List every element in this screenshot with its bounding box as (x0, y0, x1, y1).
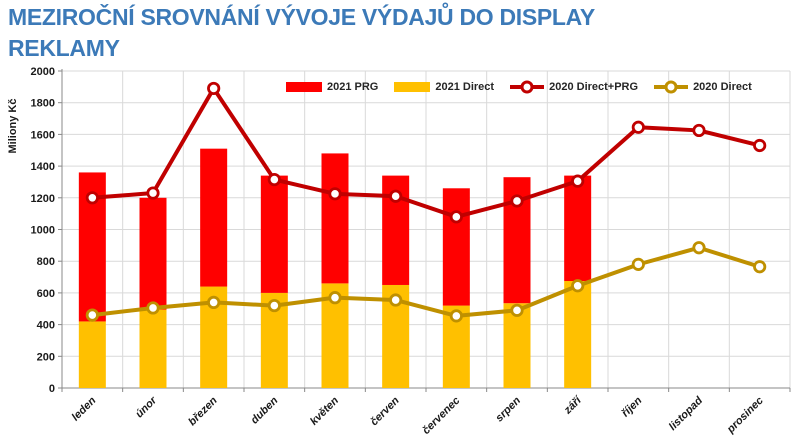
y-tick-label: 1000 (31, 225, 55, 237)
marker-2020-direct-prg-květen (328, 187, 342, 201)
bar-2021-prg-červenec (442, 188, 470, 306)
marker-2020-direct-prosinec (753, 260, 767, 274)
title-line-2: REKLAMY (8, 35, 120, 61)
legend-label-2020-direct: 2020 Direct (693, 81, 752, 93)
legend-item-2020-direct: 2020 Direct (654, 80, 752, 94)
x-tick-label-září: září (561, 393, 585, 417)
x-tick-label-březen: březen (186, 394, 220, 428)
y-tick-label: 800 (37, 256, 55, 268)
x-tick-label-červen: červen (368, 394, 402, 428)
y-tick-label: 0 (49, 383, 55, 395)
y-tick-label: 1600 (31, 129, 55, 141)
x-tick-label-duben: duben (249, 394, 281, 426)
legend-item-2021-prg: 2021 PRG (286, 81, 378, 93)
x-tick-label-srpen: srpen (493, 394, 523, 424)
marker-2020-direct-prg-únor (146, 186, 160, 200)
marker-2020-direct-únor (146, 301, 160, 315)
legend-swatch-2021-prg (286, 82, 322, 92)
title-line-1: MEZIROČNÍ SROVNÁNÍ VÝVOJE VÝDAJŮ DO DISP… (8, 4, 595, 30)
marker-2020-direct-prg-srpen (510, 194, 524, 208)
marker-2020-direct-duben (267, 298, 281, 313)
legend-marker-dot-icon (664, 80, 678, 94)
page-title: MEZIROČNÍ SROVNÁNÍ VÝVOJE VÝDAJŮ DO DISP… (8, 2, 595, 64)
marker-2020-direct-říjen (631, 257, 645, 271)
x-tick-label-leden: leden (70, 394, 99, 423)
marker-2020-direct-prg-prosinec (753, 138, 767, 153)
marker-2020-direct-březen (207, 295, 221, 310)
marker-2020-direct-listopad (692, 241, 706, 255)
bar-2021-prg-duben (260, 175, 288, 293)
chart-canvas: 0 200 400 600 800 1000 1200 1400 1600 1800 2000 led… (31, 66, 791, 437)
y-tick-label: 1200 (31, 193, 55, 205)
bar-2021-direct-září (564, 281, 592, 388)
bar-2021-direct-únor (139, 309, 167, 388)
bar-2021-prg-květen (321, 153, 349, 284)
marker-2020-direct-prg-duben (267, 172, 281, 187)
marker-2020-direct-prg-září (571, 174, 585, 188)
marker-2020-direct-prg-leden (85, 191, 99, 205)
legend-item-2021-direct: 2021 Direct (394, 81, 494, 93)
y-tick-label: 600 (37, 288, 55, 300)
y-tick-label: 1400 (31, 161, 55, 173)
x-tick-label-listopad: listopad (667, 394, 706, 433)
x-tick-label-prosinec: prosinec (724, 395, 766, 437)
legend-swatch-2020-direct (654, 80, 689, 94)
bar-2021-direct-srpen (503, 303, 531, 388)
bar-2021-direct-leden (78, 321, 106, 388)
legend-item-2020-direct-prg: 2020 Direct+PRG (510, 80, 639, 94)
bar-2021-prg-únor (139, 197, 167, 310)
bar-2021-prg-březen (200, 148, 228, 287)
legend-label-2021-direct: 2021 Direct (435, 81, 495, 93)
y-tick-label: 200 (37, 351, 55, 363)
x-tick-label-únor: únor (133, 394, 159, 420)
bar-2021-prg-září (564, 175, 592, 282)
marker-2020-direct-květen (328, 291, 342, 305)
chart-legend: 2021 PRG 2021 Direct 2020 Direct+PRG 202… (286, 80, 752, 94)
y-tick-label: 400 (37, 320, 55, 332)
marker-2020-direct-prg-listopad (692, 123, 706, 138)
y-tick-label: 2000 (31, 66, 55, 78)
legend-swatch-2020-direct-prg (510, 80, 545, 94)
marker-2020-direct-září (571, 279, 585, 293)
y-tick-label: 1800 (31, 98, 55, 110)
marker-2020-direct-prg-červenec (449, 210, 463, 224)
marker-2020-direct-srpen (510, 303, 524, 317)
marker-2020-direct-červenec (449, 309, 463, 323)
legend-label-2021-prg: 2021 PRG (327, 81, 379, 93)
x-tick-label-říjen: říjen (620, 394, 645, 419)
legend-marker-dot-icon (520, 80, 534, 94)
marker-2020-direct-prg-říjen (631, 120, 645, 134)
line-2020-direct (92, 245, 761, 318)
legend-label-2020-direct-prg: 2020 Direct+PRG (549, 81, 639, 93)
x-tick-label-květen: květen (308, 394, 341, 427)
marker-2020-direct-leden (85, 308, 99, 322)
marker-2020-direct-červen (389, 293, 403, 307)
legend-swatch-2021-direct (394, 82, 431, 92)
marker-2020-direct-prg-červen (389, 189, 403, 203)
x-tick-label-červenec: červenec (420, 395, 462, 437)
line-2020-direct-prg (92, 86, 761, 219)
marker-2020-direct-prg-březen (207, 81, 221, 96)
